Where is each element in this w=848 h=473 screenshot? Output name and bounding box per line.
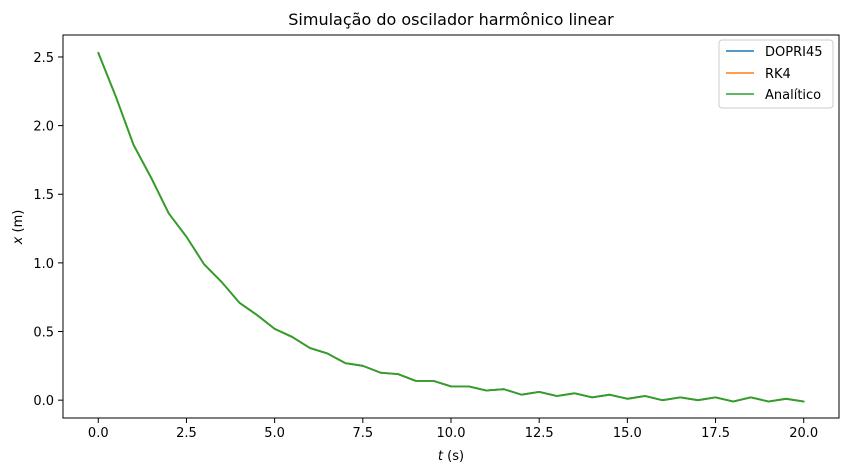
y-tick-label: 2.5 (33, 51, 54, 66)
y-tick-label: 1.0 (33, 257, 54, 272)
legend-box (718, 39, 834, 109)
series-layer (97, 51, 805, 403)
tick-layer: 0.0 2.5 5.0 7.5 10.0 12.5 15.0 17.5 20.0 0.0 0.5 1.… (33, 51, 818, 441)
x-tick-label: 17.5 (701, 426, 730, 441)
x-axis-unit: (s) (443, 449, 464, 464)
y-tick-label: 0.5 (33, 326, 54, 341)
legend-label-dopri45: DOPRI45 (765, 45, 823, 60)
y-axis-unit: (m) (11, 210, 26, 237)
plot-frame (62, 34, 840, 419)
y-axis-title: x (m) (11, 210, 26, 246)
x-axis-title: t (s) (438, 449, 464, 464)
chart-title: Simulação do oscilador harmônico linear (288, 10, 614, 29)
series-line-analitico (97, 51, 805, 403)
y-tick-label: 1.5 (33, 188, 54, 203)
legend: DOPRI45 RK4 Analítico (718, 39, 834, 109)
x-tick-label: 20.0 (789, 426, 818, 441)
x-tick-label: 10.0 (437, 426, 466, 441)
x-tick-label: 2.5 (176, 426, 197, 441)
y-tick-label: 0.0 (33, 394, 54, 409)
x-tick-label: 12.5 (525, 426, 554, 441)
x-tick-label: 7.5 (352, 426, 373, 441)
x-tick-label: 15.0 (613, 426, 642, 441)
legend-label-analitico: Analítico (765, 88, 821, 103)
x-tick-label: 5.0 (264, 426, 285, 441)
x-tick-label: 0.0 (88, 426, 109, 441)
y-axis-variable: x (11, 236, 26, 245)
legend-label-rk4: RK4 (765, 67, 791, 82)
y-tick-label: 2.0 (33, 120, 54, 135)
x-axis-variable: t (438, 449, 444, 464)
